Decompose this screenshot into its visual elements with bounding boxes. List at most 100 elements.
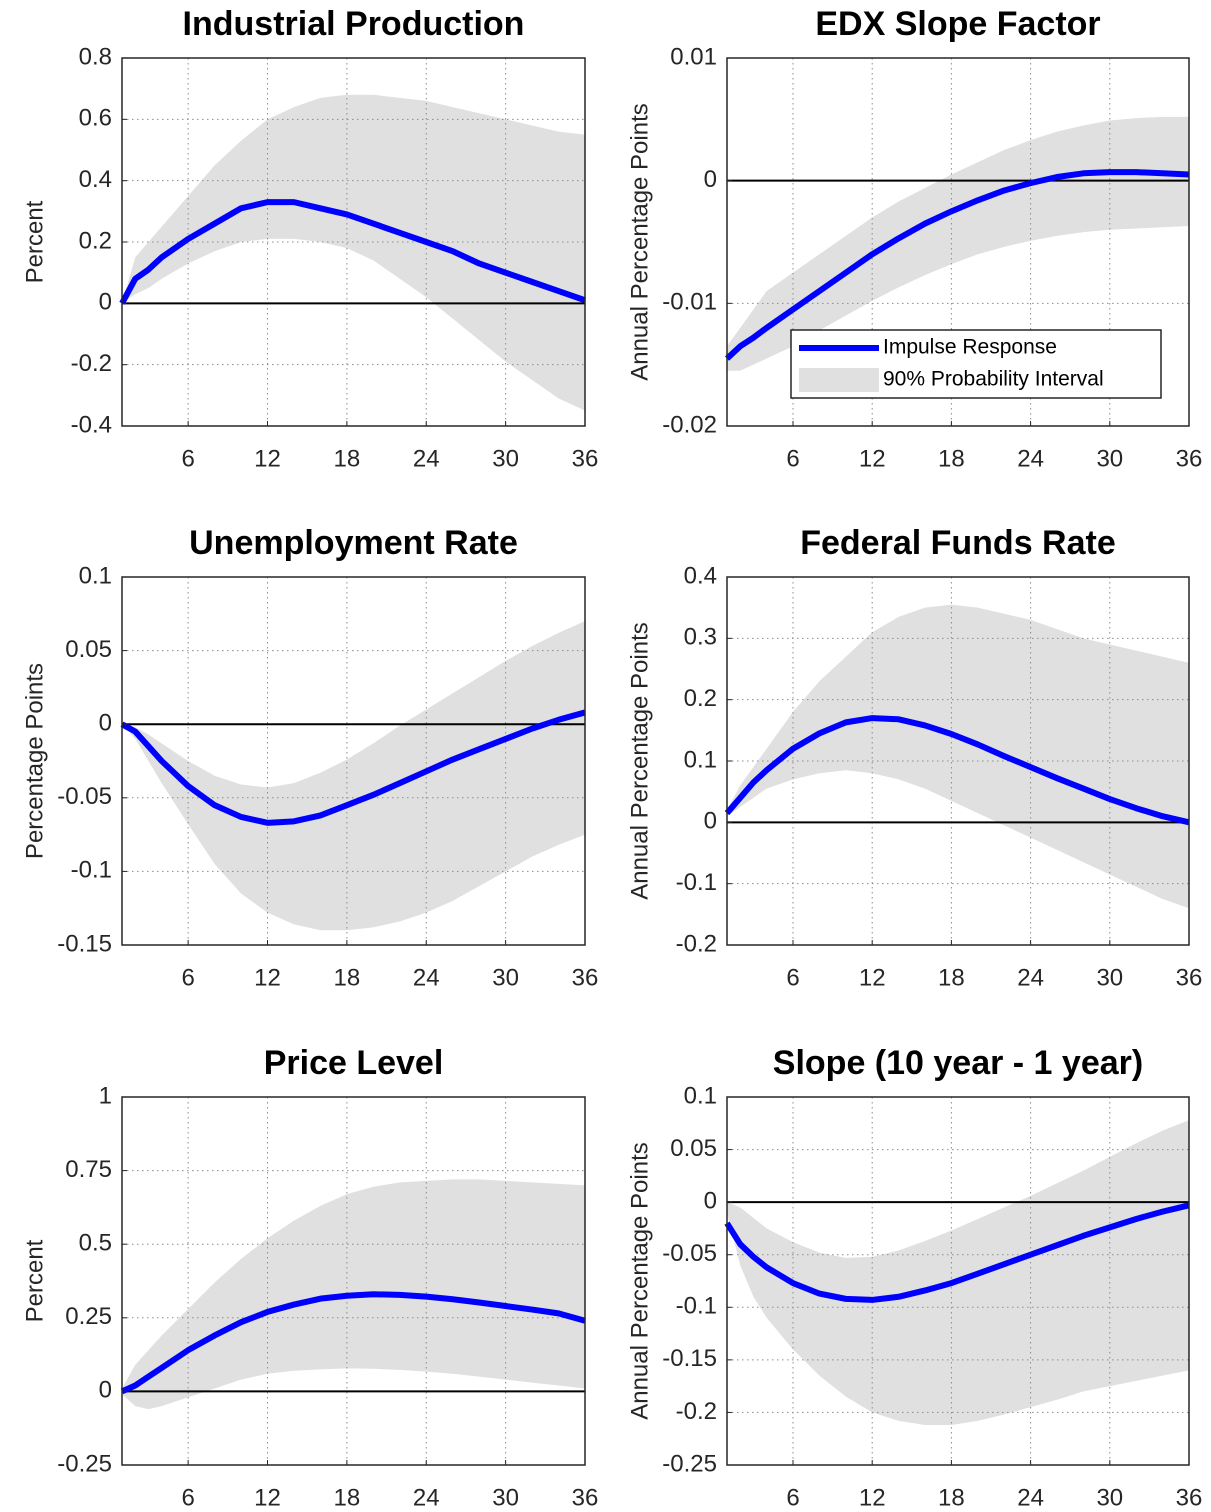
axes-box <box>726 57 1190 427</box>
subplot: 6 12 18 24 30 36 -0.02 -0.01 0 0.01 EDX Slope Fact… <box>626 5 1202 472</box>
y-tick-label: 0.75 <box>65 1156 112 1183</box>
y-tick-label: -0.25 <box>57 1450 112 1477</box>
x-tick-label: 24 <box>1017 1484 1044 1511</box>
chart-title: Price Level <box>264 1044 444 1082</box>
x-tick-label: 36 <box>1176 964 1203 991</box>
x-tick-label: 18 <box>938 964 965 991</box>
y-axis-label: Percent <box>21 1239 48 1322</box>
x-tick-label: 30 <box>492 964 519 991</box>
probability-band <box>727 604 1189 909</box>
y-tick-label: 0.5 <box>79 1230 112 1257</box>
x-tick-label: 30 <box>492 445 519 472</box>
x-tick-label: 30 <box>492 1484 519 1511</box>
subplot: 6 12 18 24 30 36 -0.15 -0.1 -0.05 0 0.05 0.1 Unemplo… <box>21 524 598 991</box>
axes-box <box>121 1096 586 1466</box>
x-tick-label: 30 <box>1096 964 1123 991</box>
probability-band <box>122 621 585 931</box>
x-tick-label: 12 <box>859 964 886 991</box>
y-tick-label: 0 <box>704 808 717 835</box>
axes-box <box>726 1096 1190 1466</box>
impulse-response-line <box>120 1291 586 1395</box>
x-tick-label: 18 <box>938 1484 965 1511</box>
y-tick-label: 0 <box>99 289 112 316</box>
y-tick-label: -0.2 <box>71 350 112 377</box>
x-tick-label: 6 <box>181 445 194 472</box>
subplot: 6 12 18 24 30 36 -0.2 -0.1 0 0.1 0.2 0.3 0.4 Federal … <box>626 524 1202 991</box>
x-tick-label: 36 <box>1176 1484 1203 1511</box>
y-tick-label: 0 <box>99 710 112 737</box>
y-tick-label: -0.02 <box>662 411 717 438</box>
y-tick-label: 0.25 <box>65 1303 112 1330</box>
y-tick-label: 0.05 <box>65 636 112 663</box>
y-tick-label: -0.4 <box>71 411 112 438</box>
legend-label: Impulse Response <box>883 336 1057 359</box>
y-tick-label: 0 <box>704 1187 717 1214</box>
y-axis-label: Annual Percentage Points <box>626 1142 653 1420</box>
probability-band <box>122 94 585 411</box>
y-tick-label: -0.05 <box>662 1240 717 1267</box>
x-tick-label: 12 <box>254 1484 281 1511</box>
y-tick-label: 0.1 <box>684 1082 717 1109</box>
y-tick-label: -0.15 <box>57 930 112 957</box>
subplot: 6 12 18 24 30 36 -0.25 -0.2 -0.15 -0.1 -0.05 0 0.05 0… <box>626 1044 1202 1511</box>
legend: Impulse Response 90% Probability Interval <box>790 329 1162 399</box>
chart-title: Industrial Production <box>183 5 525 43</box>
x-tick-label: 18 <box>938 445 965 472</box>
x-tick-label: 6 <box>181 1484 194 1511</box>
y-tick-label: -0.1 <box>71 857 112 884</box>
y-tick-label: 0.2 <box>684 685 717 712</box>
x-tick-label: 24 <box>1017 445 1044 472</box>
impulse-response-line <box>120 709 586 826</box>
x-tick-label: 6 <box>786 445 799 472</box>
y-tick-label: -0.2 <box>676 930 717 957</box>
x-tick-label: 12 <box>859 445 886 472</box>
x-tick-label: 36 <box>572 445 599 472</box>
x-tick-label: 12 <box>254 445 281 472</box>
x-tick-label: 18 <box>334 1484 361 1511</box>
y-tick-label: 0.3 <box>684 624 717 651</box>
x-tick-label: 36 <box>1176 445 1203 472</box>
x-tick-label: 18 <box>334 964 361 991</box>
x-tick-label: 24 <box>413 1484 440 1511</box>
x-tick-label: 24 <box>1017 964 1044 991</box>
y-tick-label: 0.8 <box>79 43 112 70</box>
y-tick-label: -0.15 <box>662 1345 717 1372</box>
y-tick-label: 0.1 <box>79 562 112 589</box>
x-tick-label: 36 <box>572 964 599 991</box>
y-tick-label: 0.6 <box>79 105 112 132</box>
axes-box <box>121 576 586 946</box>
x-tick-label: 30 <box>1096 445 1123 472</box>
y-tick-label: 0.4 <box>79 166 112 193</box>
subplot: 6 12 18 24 30 36 -0.4 -0.2 0 0.2 0.4 0.6 0.8 Industri… <box>21 5 598 472</box>
y-tick-label: 0.2 <box>79 227 112 254</box>
y-tick-label: 0.01 <box>670 43 717 70</box>
y-axis-label: Annual Percentage Points <box>626 622 653 900</box>
y-axis-label: Annual Percentage Points <box>626 103 653 381</box>
x-tick-label: 6 <box>181 964 194 991</box>
chart-title: Federal Funds Rate <box>800 524 1116 562</box>
x-tick-label: 6 <box>786 964 799 991</box>
y-tick-label: -0.2 <box>676 1398 717 1425</box>
y-tick-label: 1 <box>99 1082 112 1109</box>
chart-title: Slope (10 year - 1 year) <box>773 1044 1143 1082</box>
y-axis-label: Percentage Points <box>21 663 48 859</box>
x-tick-label: 12 <box>859 1484 886 1511</box>
y-tick-label: -0.1 <box>676 1293 717 1320</box>
x-tick-label: 36 <box>572 1484 599 1511</box>
x-tick-label: 12 <box>254 964 281 991</box>
y-tick-label: 0.4 <box>684 562 717 589</box>
impulse-response-line <box>724 715 1190 826</box>
impulse-response-line <box>119 199 586 305</box>
x-tick-label: 24 <box>413 445 440 472</box>
x-tick-label: 6 <box>786 1484 799 1511</box>
legend-label: 90% Probability Interval <box>883 368 1104 391</box>
y-tick-label: 0 <box>99 1377 112 1404</box>
probability-band <box>727 1120 1189 1426</box>
y-tick-label: -0.25 <box>662 1450 717 1477</box>
chart-title: EDX Slope Factor <box>815 5 1100 43</box>
x-tick-label: 18 <box>334 445 361 472</box>
impulse-response-line <box>724 169 1190 361</box>
y-tick-label: 0.1 <box>684 746 717 773</box>
y-tick-label: 0 <box>704 166 717 193</box>
